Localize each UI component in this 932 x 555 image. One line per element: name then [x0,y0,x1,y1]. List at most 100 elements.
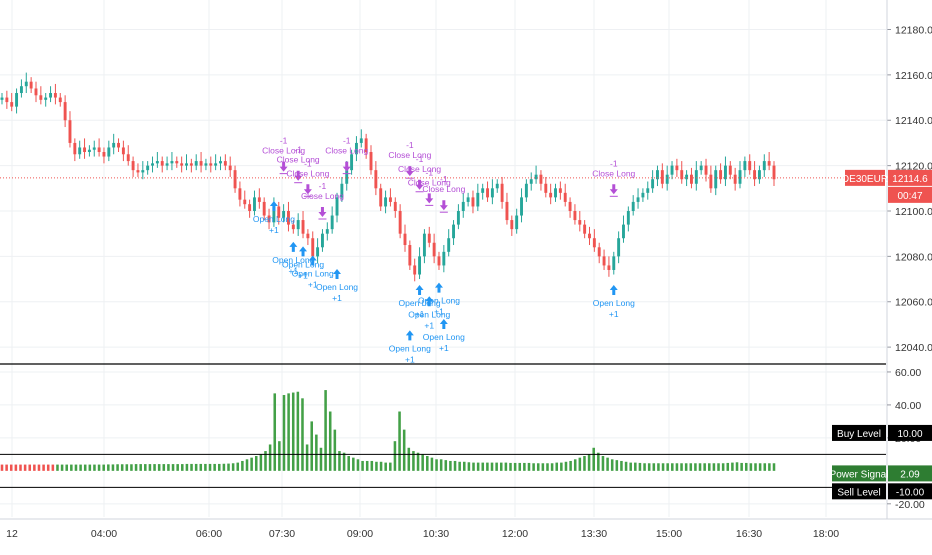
histogram-bar[interactable] [352,457,355,471]
candle-body[interactable] [422,233,426,257]
candle-body[interactable] [767,161,771,166]
candle-body[interactable] [223,161,227,166]
candle-body[interactable] [257,197,261,202]
histogram-bar[interactable] [532,463,535,471]
candle-body[interactable] [723,165,727,180]
candle-body[interactable] [359,138,363,143]
candle-body[interactable] [728,165,732,175]
histogram-bar[interactable] [550,463,554,471]
histogram-bar[interactable] [254,456,258,471]
candle-body[interactable] [432,242,436,257]
candle-body[interactable] [136,170,140,173]
histogram-bar[interactable] [282,395,286,471]
histogram-bar[interactable] [167,464,170,471]
histogram-bar[interactable] [513,462,517,471]
candle-body[interactable] [704,165,708,175]
candle-body[interactable] [393,201,397,211]
histogram-bar[interactable] [476,462,480,471]
histogram-bar[interactable] [259,454,263,471]
candle-body[interactable] [199,161,203,166]
candle-body[interactable] [58,97,62,103]
histogram-bar[interactable] [444,460,448,471]
histogram-bar[interactable] [176,464,179,471]
candle-body[interactable] [427,233,431,243]
histogram-bar[interactable] [689,463,693,471]
histogram-bar[interactable] [402,429,406,471]
histogram-bar[interactable] [768,463,771,471]
candle-body[interactable] [694,170,698,184]
candle-body[interactable] [490,188,494,198]
histogram-bar[interactable] [231,463,235,471]
histogram-bar[interactable] [319,447,323,471]
histogram-bar[interactable] [310,421,313,471]
histogram-bar[interactable] [749,463,753,471]
histogram-bar[interactable] [597,452,600,471]
histogram-bar[interactable] [698,463,702,471]
histogram-bar[interactable] [615,460,619,471]
candle-body[interactable] [733,174,737,184]
histogram-bar[interactable] [384,462,387,471]
histogram-bar[interactable] [107,464,110,471]
histogram-bar[interactable] [426,456,429,471]
candle-body[interactable] [340,183,344,198]
candle-body[interactable] [87,149,91,153]
candle-body[interactable] [320,233,324,248]
candle-body[interactable] [753,170,757,180]
candle-body[interactable] [15,93,19,107]
candle-body[interactable] [388,197,392,202]
candle-body[interactable] [92,147,96,150]
candle-body[interactable] [53,93,57,98]
histogram-bar[interactable] [324,390,327,471]
histogram-bar[interactable] [171,464,175,471]
histogram-bar[interactable] [379,461,383,471]
histogram-bar[interactable] [735,462,739,471]
histogram-bar[interactable] [546,463,549,471]
candle-body[interactable] [19,86,23,94]
histogram-bar[interactable] [65,464,68,471]
candle-body[interactable] [151,163,154,166]
histogram-bar[interactable] [712,463,716,471]
candle-body[interactable] [539,174,543,184]
candle-body[interactable] [602,256,606,266]
histogram-bar[interactable] [375,461,378,471]
histogram-bar[interactable] [268,444,272,471]
candle-body[interactable] [476,192,480,207]
histogram-bar[interactable] [93,464,96,471]
candle-body[interactable] [379,188,383,207]
histogram-bar[interactable] [139,464,142,471]
candle-body[interactable] [612,256,616,270]
candle-body[interactable] [622,224,625,239]
candle-body[interactable] [170,161,174,164]
candle-body[interactable] [413,265,417,275]
candle-body[interactable] [452,224,456,239]
candle-body[interactable] [121,147,125,155]
candle-body[interactable] [160,161,164,166]
candle-body[interactable] [495,183,499,189]
candle-body[interactable] [238,188,242,200]
histogram-bar[interactable] [675,463,679,471]
histogram-bar[interactable] [486,462,489,471]
histogram-bar[interactable] [315,434,318,471]
histogram-bar[interactable] [569,460,572,471]
candle-body[interactable] [262,201,266,216]
histogram-bar[interactable] [629,462,632,471]
histogram-bar[interactable] [14,464,18,471]
candle-body[interactable] [291,224,295,230]
candle-body[interactable] [709,174,713,189]
candle-body[interactable] [520,197,523,216]
histogram-bar[interactable] [731,462,734,471]
histogram-bar[interactable] [657,463,660,471]
histogram-bar[interactable] [273,393,277,471]
candle-body[interactable] [505,201,509,221]
candle-body[interactable] [78,147,82,155]
histogram-bar[interactable] [527,462,531,471]
histogram-bar[interactable] [278,441,281,471]
histogram-bar[interactable] [754,463,757,471]
candle-body[interactable] [287,210,290,225]
candle-body[interactable] [248,204,252,211]
candle-body[interactable] [117,142,120,148]
histogram-bar[interactable] [564,461,568,471]
candle-body[interactable] [311,238,315,257]
histogram-bar[interactable] [190,463,193,471]
candle-body[interactable] [762,161,766,171]
